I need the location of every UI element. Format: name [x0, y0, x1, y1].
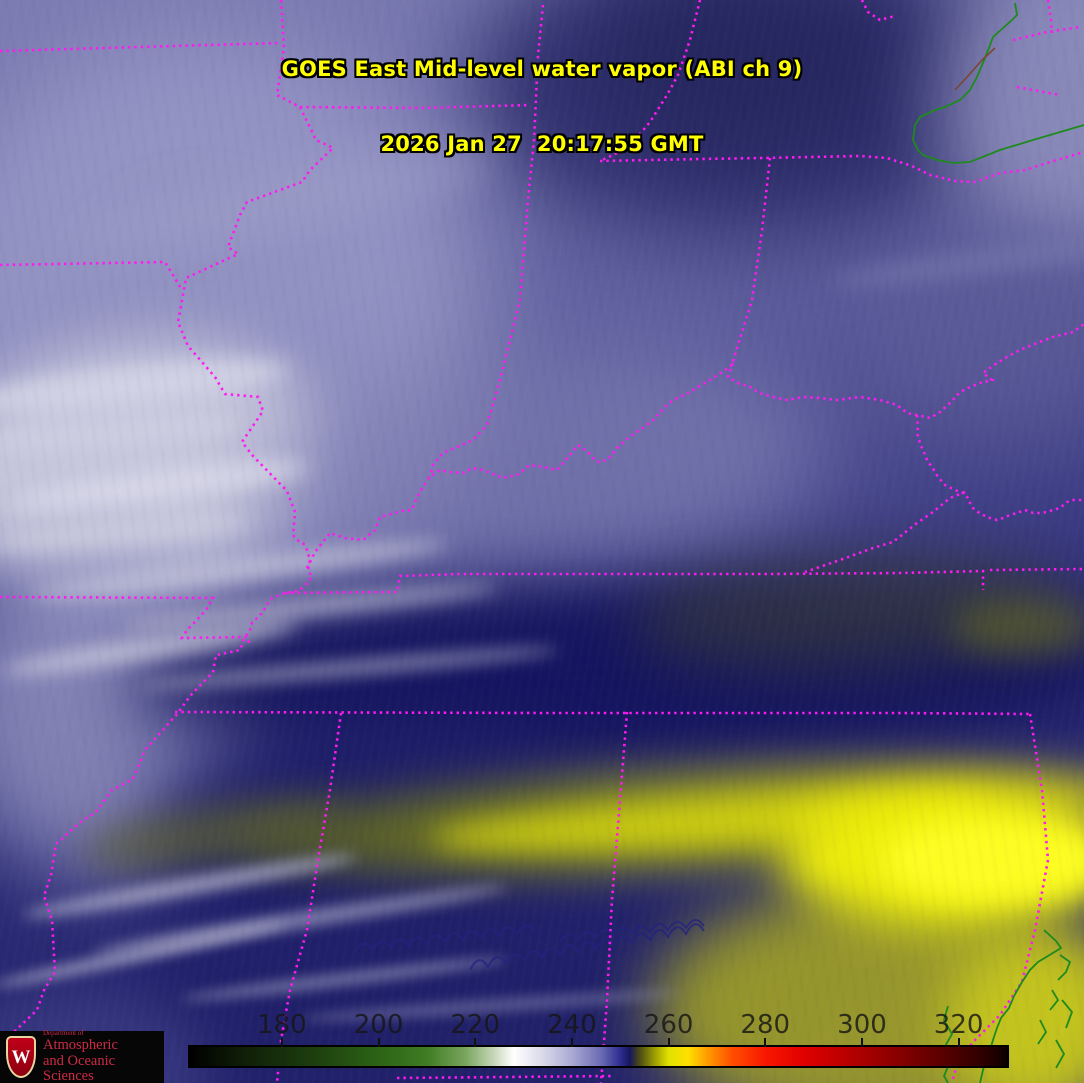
colorbar-tick-mark [280, 1038, 283, 1047]
colorbar-tick-mark [570, 1038, 573, 1047]
uw-aos-logo: W Department of Atmospheric and Oceanic … [0, 1029, 164, 1083]
border-lake-michigan [599, 0, 702, 163]
uw-crest-letter: W [11, 1046, 31, 1068]
logo-dept-line: Department of [43, 1029, 84, 1037]
border-topright-a [860, 0, 896, 22]
colorbar-tick-label: 300 [837, 1010, 887, 1040]
uw-crest-icon: W [6, 1036, 36, 1078]
border-topright-b [1046, 0, 1054, 34]
colorbar-tick-mark [377, 1038, 380, 1047]
image-title: GOES East Mid-level water vapor (ABI ch … [282, 7, 803, 207]
logo-text: Department of Atmospheric and Oceanic Sc… [43, 1029, 164, 1083]
colorbar-tick-label: 200 [353, 1010, 404, 1040]
dry-slot-patch [950, 600, 1084, 655]
colorbar-tick-label: 280 [740, 1010, 791, 1040]
coastline-lines [912, 2, 1084, 1083]
dry-patch [600, 0, 900, 150]
border-tn-south [174, 710, 1031, 716]
temperature-colorbar: 180 200 220 240 260 280 300 320 [188, 1010, 1009, 1068]
colorbar-tick-mark [667, 1038, 670, 1047]
border-wi-il [299, 103, 531, 110]
logo-name-line2: and Oceanic Sciences [43, 1052, 116, 1083]
colorbar-tick-label: 180 [257, 1010, 307, 1040]
river-detroit [954, 47, 996, 91]
border-tn-east [989, 567, 1084, 572]
border-il-in-wabash [428, 4, 545, 478]
colorbar-tick-mark [860, 1038, 863, 1047]
border-ia-mo [0, 260, 184, 291]
colorbar-tick-mark [764, 1038, 767, 1047]
billow-arc-row [354, 924, 536, 953]
colorbar-tick-mark [957, 1038, 960, 1047]
image-title-line2: 2026 Jan 27 20:17:55 GMT [380, 132, 704, 156]
coast-lake-erie [912, 2, 1084, 164]
logo-name-line1: Atmospheric [43, 1037, 118, 1054]
border-ky-wv [915, 414, 1083, 522]
coast-barrier-islands [1037, 954, 1074, 1069]
colorbar-tick-label: 220 [450, 1010, 501, 1040]
colorbar-tick-label: 240 [547, 1010, 597, 1040]
colorbar-tick-mark [474, 1038, 477, 1047]
border-mn-ia [0, 41, 279, 53]
colorbar-tick-label: 320 [933, 1010, 984, 1040]
billow-arc-row [469, 923, 705, 971]
image-title-line1: GOES East Mid-level water vapor (ABI ch … [281, 57, 803, 81]
border-mi-in-oh [599, 150, 1084, 184]
colorbar-tick-label: 260 [643, 1010, 694, 1040]
billow-arc-row [559, 919, 705, 943]
border-ky-va [804, 490, 966, 574]
border-topright-d [1016, 85, 1061, 97]
border-in-oh [730, 157, 772, 366]
border-upper-mississippi [275, 0, 301, 109]
border-al-ga [599, 711, 629, 1083]
dry-slot-bright-patch [880, 818, 1084, 903]
